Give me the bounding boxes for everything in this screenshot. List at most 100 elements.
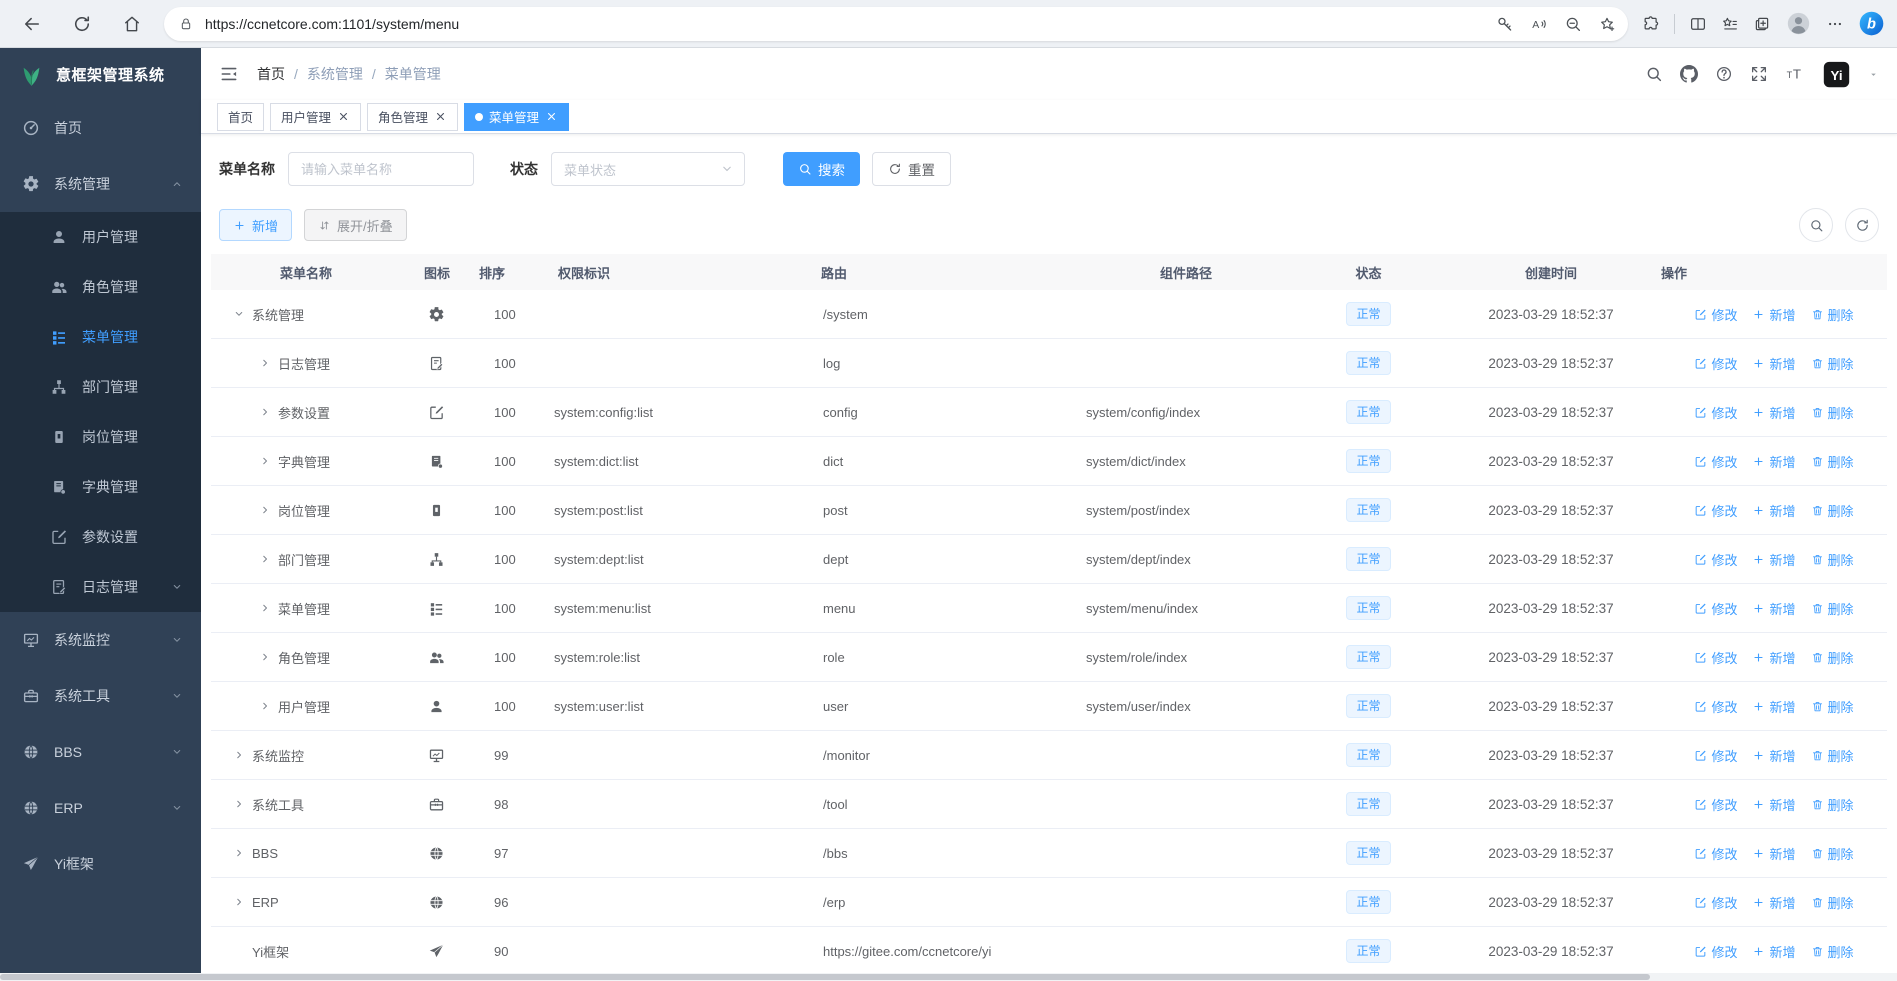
browser-menu-button[interactable] — [1826, 15, 1844, 33]
menu-name-input[interactable] — [288, 152, 474, 186]
add-link[interactable]: 新增 — [1752, 648, 1796, 667]
sidebar-collapse-icon[interactable] — [219, 64, 239, 84]
expand-caret-icon[interactable] — [259, 700, 271, 712]
expand-caret-icon[interactable] — [233, 847, 245, 859]
edit-link[interactable]: 修改 — [1694, 599, 1737, 618]
expand-caret-icon[interactable] — [233, 308, 245, 320]
url-text[interactable]: https://ccnetcore.com:1101/system/menu — [205, 15, 460, 32]
sidebar-item[interactable]: 首页 — [0, 100, 201, 156]
close-tab-icon[interactable] — [337, 110, 350, 123]
edit-link[interactable]: 修改 — [1694, 403, 1737, 422]
expand-caret-icon[interactable] — [259, 455, 271, 467]
expand-caret-icon[interactable] — [259, 602, 271, 614]
delete-link[interactable]: 删除 — [1811, 648, 1854, 667]
show-search-button[interactable] — [1799, 208, 1833, 242]
address-bar[interactable]: https://ccnetcore.com:1101/system/menu — [164, 6, 1628, 41]
add-link[interactable]: 新增 — [1752, 501, 1796, 520]
user-avatar-button[interactable] — [1822, 60, 1851, 89]
delete-link[interactable]: 删除 — [1811, 746, 1854, 765]
zoom-button[interactable] — [1564, 15, 1582, 33]
sidebar-item[interactable]: 菜单管理 — [0, 312, 201, 362]
header-search-button[interactable] — [1645, 65, 1663, 83]
delete-link[interactable]: 删除 — [1811, 452, 1854, 471]
delete-link[interactable]: 删除 — [1811, 697, 1854, 716]
browser-refresh-button[interactable] — [64, 7, 100, 41]
edit-link[interactable]: 修改 — [1694, 550, 1737, 569]
add-link[interactable]: 新增 — [1752, 746, 1796, 765]
expand-caret-icon[interactable] — [259, 553, 271, 565]
edit-link[interactable]: 修改 — [1694, 501, 1737, 520]
delete-link[interactable]: 删除 — [1811, 795, 1854, 814]
add-link[interactable]: 新增 — [1752, 893, 1796, 912]
collections-button[interactable] — [1753, 15, 1771, 33]
help-button[interactable] — [1715, 65, 1733, 83]
tab[interactable]: 用户管理 — [270, 102, 362, 131]
add-link[interactable]: 新增 — [1752, 844, 1796, 863]
search-button[interactable]: 搜索 — [783, 152, 860, 186]
browser-home-button[interactable] — [114, 7, 150, 41]
sidebar-item[interactable]: 部门管理 — [0, 362, 201, 412]
edit-link[interactable]: 修改 — [1694, 648, 1737, 667]
breadcrumb-item[interactable]: 菜单管理 / — [385, 64, 441, 84]
horizontal-scrollbar[interactable] — [0, 973, 1897, 981]
sidebar-item[interactable]: 岗位管理 — [0, 412, 201, 462]
profile-button[interactable] — [1785, 10, 1812, 37]
edit-link[interactable]: 修改 — [1694, 942, 1737, 961]
sidebar-item[interactable]: ERP — [0, 780, 201, 836]
delete-link[interactable]: 删除 — [1811, 893, 1854, 912]
sidebar-item[interactable]: 系统监控 — [0, 612, 201, 668]
add-link[interactable]: 新增 — [1752, 550, 1796, 569]
sidebar-item[interactable]: BBS — [0, 724, 201, 780]
expand-caret-icon[interactable] — [259, 357, 271, 369]
tab[interactable]: 首页 — [217, 102, 265, 131]
read-aloud-button[interactable] — [1530, 15, 1548, 33]
delete-link[interactable]: 删除 — [1811, 599, 1854, 618]
edit-link[interactable]: 修改 — [1694, 452, 1737, 471]
breadcrumb-item[interactable]: 系统管理 / — [307, 64, 385, 84]
delete-link[interactable]: 删除 — [1811, 354, 1854, 373]
tab[interactable]: 菜单管理 — [464, 102, 570, 131]
expand-collapse-button[interactable]: 展开/折叠 — [304, 209, 407, 241]
sidebar-item[interactable]: 日志管理 — [0, 562, 201, 612]
scrollbar-thumb[interactable] — [0, 974, 1651, 980]
add-link[interactable]: 新增 — [1752, 452, 1796, 471]
add-link[interactable]: 新增 — [1752, 354, 1796, 373]
sidebar-item[interactable]: 系统管理 — [0, 156, 201, 212]
extensions-button[interactable] — [1642, 15, 1660, 33]
expand-caret-icon[interactable] — [233, 896, 245, 908]
delete-link[interactable]: 删除 — [1811, 844, 1854, 863]
edit-link[interactable]: 修改 — [1694, 893, 1737, 912]
delete-link[interactable]: 删除 — [1811, 305, 1854, 324]
browser-back-button[interactable] — [14, 7, 50, 41]
expand-caret-icon[interactable] — [259, 651, 271, 663]
bing-chat-button[interactable] — [1858, 10, 1885, 37]
delete-link[interactable]: 删除 — [1811, 942, 1854, 961]
add-link[interactable]: 新增 — [1752, 599, 1796, 618]
edit-link[interactable]: 修改 — [1694, 795, 1737, 814]
favorites-button[interactable] — [1721, 15, 1739, 33]
password-button[interactable] — [1496, 15, 1514, 33]
delete-link[interactable]: 删除 — [1811, 403, 1854, 422]
sidebar-item[interactable]: 字典管理 — [0, 462, 201, 512]
sidebar-item[interactable]: 系统工具 — [0, 668, 201, 724]
sidebar-item[interactable]: 用户管理 — [0, 212, 201, 262]
fullscreen-button[interactable] — [1750, 65, 1768, 83]
expand-caret-icon[interactable] — [259, 406, 271, 418]
edit-link[interactable]: 修改 — [1694, 746, 1737, 765]
split-screen-button[interactable] — [1689, 15, 1707, 33]
caret-down-icon[interactable] — [1868, 69, 1879, 80]
refresh-table-button[interactable] — [1845, 208, 1879, 242]
reset-button[interactable]: 重置 — [872, 152, 951, 186]
expand-caret-icon[interactable] — [259, 504, 271, 516]
sidebar-item[interactable]: 角色管理 — [0, 262, 201, 312]
add-link[interactable]: 新增 — [1752, 305, 1796, 324]
add-link[interactable]: 新增 — [1752, 403, 1796, 422]
close-tab-icon[interactable] — [545, 110, 558, 123]
font-size-button[interactable] — [1785, 64, 1805, 84]
add-favorite-button[interactable] — [1598, 15, 1616, 33]
tab[interactable]: 角色管理 — [367, 102, 459, 131]
status-select[interactable]: 菜单状态 — [551, 152, 745, 186]
add-link[interactable]: 新增 — [1752, 795, 1796, 814]
add-button[interactable]: 新增 — [219, 209, 293, 241]
sidebar-item[interactable]: 参数设置 — [0, 512, 201, 562]
